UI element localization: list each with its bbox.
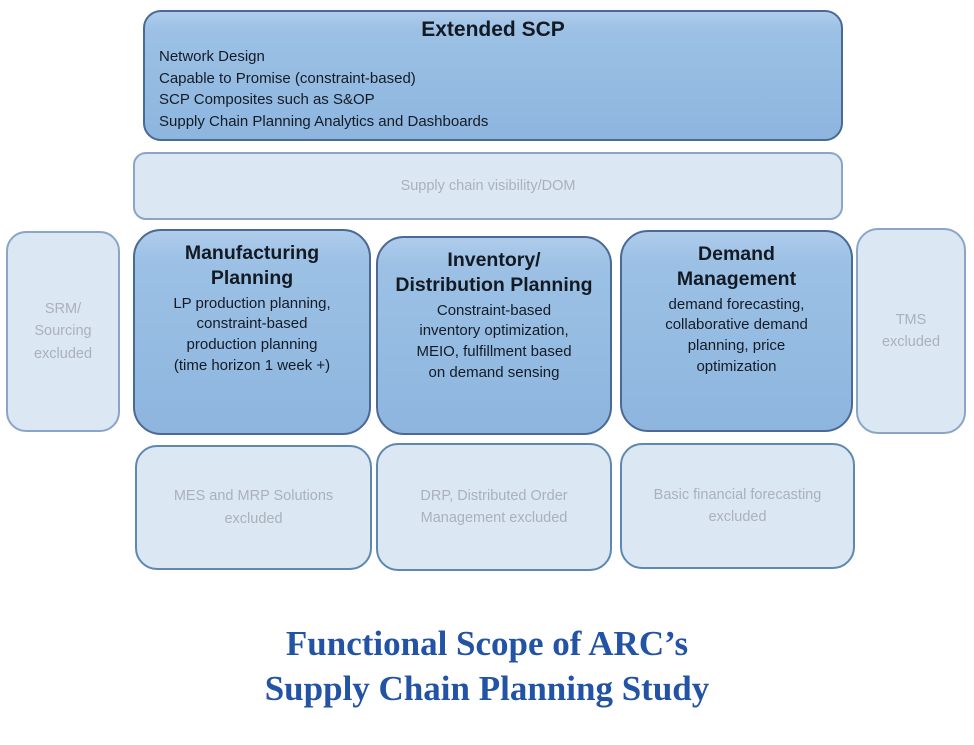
basic-financial-forecasting-excluded-box: Basic financial forecasting excluded [620,443,855,569]
manufacturing-planning-title: Manufacturing Planning [184,242,320,290]
extended-scp-item: Network Design [159,48,265,65]
manufacturing-planning-body: LP production planning, constraint-based… [173,294,331,374]
extended-scp-box: Extended SCP Network Design Capable to P… [143,10,843,141]
srm-sourcing-excluded-box: SRM/ Sourcing excluded [6,231,120,432]
extended-scp-item: Capable to Promise (constraint-based) [159,69,416,87]
extended-scp-title: Extended SCP [421,18,565,41]
manufacturing-planning-box: Manufacturing Planning LP production pla… [133,229,371,435]
tms-excluded-box: TMS excluded [856,228,966,434]
supply-chain-visibility-label: Supply chain visibility/DOM [400,178,576,194]
demand-management-title: Demand Management [676,243,797,291]
supply-chain-visibility-box: Supply chain visibility/DOM [133,152,843,220]
tms-excluded-label: TMS excluded [881,311,941,350]
inventory-distribution-planning-body: Constraint-based inventory optimization,… [416,301,572,381]
demand-management-body: demand forecasting, collaborative demand… [665,295,808,375]
demand-management-box: Demand Management demand forecasting, co… [620,230,853,432]
inventory-distribution-planning-title: Inventory/ Distribution Planning [395,249,593,297]
mes-mrp-excluded-box: MES and MRP Solutions excluded [135,445,372,570]
diagram-caption: Functional Scope of ARC’s Supply Chain P… [264,624,710,708]
inventory-distribution-planning-box: Inventory/ Distribution Planning Constra… [376,236,612,435]
srm-sourcing-excluded-label: SRM/ Sourcing excluded [33,300,93,362]
extended-scp-item: SCP Composites such as S&OP [159,91,375,108]
basic-financial-forecasting-excluded-label: Basic financial forecasting excluded [653,486,822,525]
drp-dom-excluded-box: DRP, Distributed Order Management exclud… [376,443,612,571]
drp-dom-excluded-label: DRP, Distributed Order Management exclud… [420,487,568,526]
extended-scp-list: Network Design Capable to Promise (const… [159,46,827,132]
extended-scp-item: Supply Chain Planning Analytics and Dash… [159,112,489,130]
mes-mrp-excluded-label: MES and MRP Solutions excluded [173,488,334,527]
